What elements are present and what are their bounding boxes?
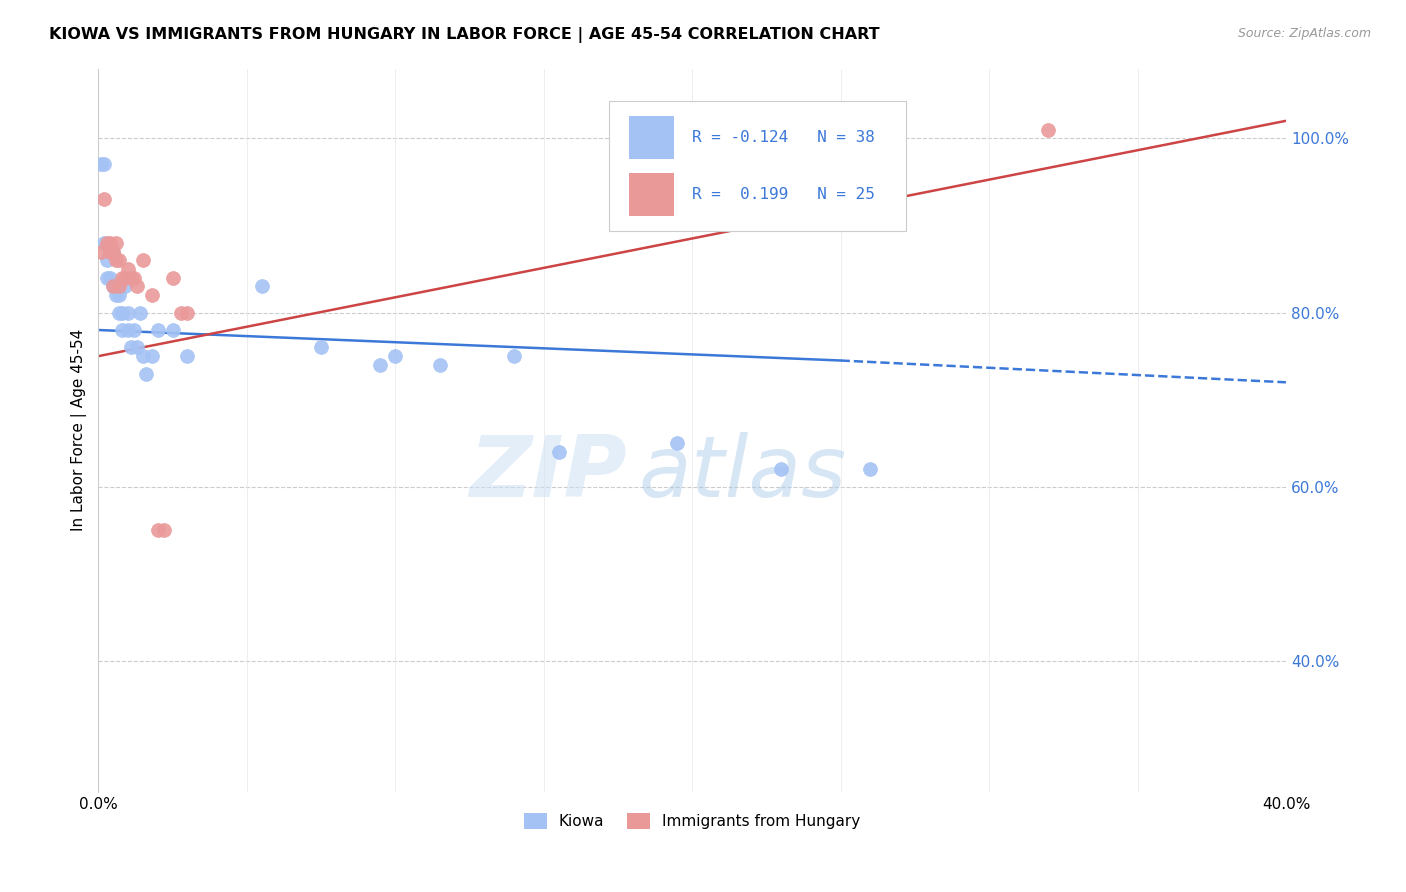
Point: [111, 323, 134, 337]
Point: [98, 270, 121, 285]
Point: [117, 323, 139, 337]
Point: [96, 235, 118, 250]
Point: [103, 279, 125, 293]
Point: [120, 341, 142, 355]
Point: [114, 270, 136, 285]
Point: [120, 270, 142, 285]
Text: ZIP: ZIP: [470, 432, 627, 516]
Point: [98, 244, 121, 259]
Point: [111, 305, 134, 319]
Point: [176, 305, 198, 319]
Point: [370, 358, 392, 372]
Text: KIOWA VS IMMIGRANTS FROM HUNGARY IN LABOR FORCE | AGE 45-54 CORRELATION CHART: KIOWA VS IMMIGRANTS FROM HUNGARY IN LABO…: [49, 27, 880, 43]
Point: [132, 253, 155, 268]
Point: [103, 244, 125, 259]
Point: [93, 235, 115, 250]
Point: [125, 341, 148, 355]
Point: [111, 270, 134, 285]
Point: [547, 445, 569, 459]
Point: [503, 349, 526, 363]
Point: [98, 235, 121, 250]
Text: R =  0.199   N = 25: R = 0.199 N = 25: [692, 187, 875, 202]
Point: [141, 349, 163, 363]
Point: [666, 436, 689, 450]
Point: [135, 367, 157, 381]
Point: [122, 323, 145, 337]
Point: [96, 270, 118, 285]
Point: [146, 323, 169, 337]
Point: [103, 279, 125, 293]
Point: [93, 192, 115, 206]
Point: [132, 349, 155, 363]
Bar: [630, 173, 675, 216]
Point: [108, 305, 131, 319]
Point: [125, 279, 148, 293]
Point: [162, 323, 184, 337]
FancyBboxPatch shape: [609, 101, 905, 231]
Point: [429, 358, 451, 372]
Point: [108, 279, 131, 293]
Bar: [630, 116, 675, 160]
Point: [162, 270, 184, 285]
Y-axis label: In Labor Force | Age 45-54: In Labor Force | Age 45-54: [72, 329, 87, 532]
Point: [770, 462, 793, 476]
Point: [859, 462, 882, 476]
Point: [90, 244, 112, 259]
Point: [117, 262, 139, 277]
Point: [170, 305, 193, 319]
Point: [105, 253, 128, 268]
Point: [90, 157, 112, 171]
Point: [96, 253, 118, 268]
Point: [129, 305, 152, 319]
Point: [250, 279, 273, 293]
Point: [146, 524, 169, 538]
Point: [103, 244, 125, 259]
Point: [122, 270, 145, 285]
Legend: Kiowa, Immigrants from Hungary: Kiowa, Immigrants from Hungary: [517, 806, 866, 835]
Text: Source: ZipAtlas.com: Source: ZipAtlas.com: [1237, 27, 1371, 40]
Point: [152, 524, 174, 538]
Point: [141, 288, 163, 302]
Text: atlas: atlas: [638, 432, 846, 516]
Text: R = -0.124   N = 38: R = -0.124 N = 38: [692, 130, 875, 145]
Point: [108, 253, 131, 268]
Point: [98, 244, 121, 259]
Point: [105, 288, 128, 302]
Point: [93, 157, 115, 171]
Point: [114, 279, 136, 293]
Point: [176, 349, 198, 363]
Point: [384, 349, 406, 363]
Point: [105, 235, 128, 250]
Point: [117, 305, 139, 319]
Point: [105, 279, 128, 293]
Point: [309, 341, 332, 355]
Point: [108, 288, 131, 302]
Point: [1038, 122, 1060, 136]
